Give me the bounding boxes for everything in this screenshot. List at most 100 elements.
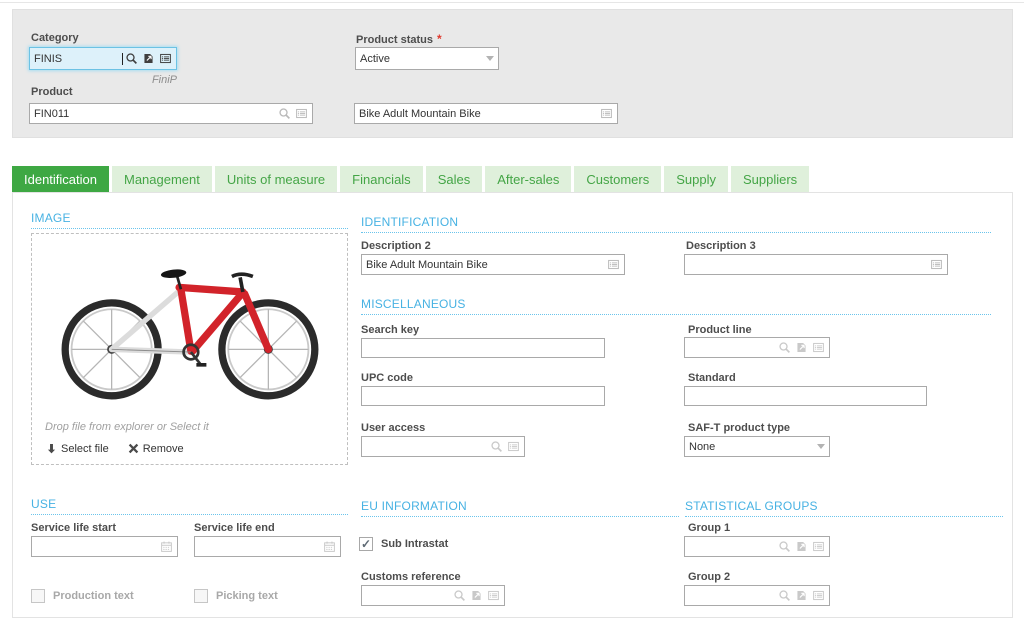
search-icon [778,540,791,553]
group2-input[interactable] [684,585,830,606]
tab-customers[interactable]: Customers [574,166,662,192]
jump-icon [795,341,808,354]
list-icon[interactable] [159,52,172,65]
checkbox-box: ✓ [359,537,373,551]
saft-product-type-value: None [689,440,716,453]
list-icon [930,258,943,271]
check-icon: ✓ [360,537,372,551]
use-section-heading: USE [31,497,348,515]
calendar-icon[interactable] [160,540,173,553]
required-asterisk: * [437,32,442,46]
standard-input[interactable] [684,386,927,406]
product-status-value: Active [360,52,390,65]
description2-value: Bike Adult Mountain Bike [366,258,488,271]
jump-icon [795,589,808,602]
product-description-input[interactable]: Bike Adult Mountain Bike [354,103,618,124]
tab-management[interactable]: Management [112,166,212,192]
production-text-label: Production text [53,590,134,602]
product-label: Product [31,86,73,98]
product-input[interactable]: FIN011 [29,103,313,124]
category-value: FINIS [34,52,63,65]
header-panel: Category FINIS FiniP Product FIN011 Prod… [12,9,1013,138]
category-suggestion: FiniP [151,74,177,86]
saft-product-type-select[interactable]: None [684,436,830,457]
service-life-end-label: Service life end [194,522,275,534]
tab-after-sales[interactable]: After-sales [485,166,572,192]
category-label: Category [31,32,79,44]
sub-intrastat-checkbox[interactable]: ✓ Sub Intrastat [359,537,448,551]
dropzone-hint: Drop file from explorer or Select it [45,421,209,433]
saft-product-type-label: SAF-T product type [688,422,791,434]
jump-icon[interactable] [142,52,155,65]
search-icon [778,341,791,354]
list-icon [507,440,520,453]
upc-code-input[interactable] [361,386,605,406]
identification-tab-content: IMAGE [12,192,1013,618]
image-dropzone[interactable]: Drop file from explorer or Select it Sel… [31,233,348,465]
calendar-icon[interactable] [323,540,336,553]
jump-icon [795,540,808,553]
statistical-groups-section-heading: STATISTICAL GROUPS [685,499,1003,517]
description3-label: Description 3 [686,240,756,252]
tab-financials[interactable]: Financials [340,166,423,192]
category-input[interactable]: FINIS [29,47,177,70]
description3-input[interactable] [684,254,948,275]
search-icon [778,589,791,602]
select-file-label: Select file [61,442,109,455]
sub-intrastat-label: Sub Intrastat [381,538,449,550]
standard-label: Standard [688,372,736,384]
upc-code-label: UPC code [361,372,413,384]
list-icon [295,107,308,120]
tab-units-of-measure[interactable]: Units of measure [214,166,338,192]
customs-reference-input[interactable] [361,585,505,606]
product-description-value: Bike Adult Mountain Bike [359,107,481,120]
tab-sales[interactable]: Sales [425,166,483,192]
service-life-start-label: Service life start [31,522,116,534]
identification-section-heading: IDENTIFICATION [361,215,991,233]
remove-icon [127,442,140,455]
tab-supply[interactable]: Supply [664,166,728,192]
picking-text-label: Picking text [216,590,278,602]
group1-input[interactable] [684,536,830,557]
customs-reference-label: Customs reference [361,571,461,583]
search-key-input[interactable] [361,338,605,358]
list-icon [812,540,825,553]
service-life-start-input[interactable] [31,536,178,557]
chevron-down-icon [486,56,494,61]
list-icon [812,341,825,354]
remove-button[interactable]: Remove [127,442,184,455]
jump-icon [470,589,483,602]
search-icon [453,589,466,602]
product-line-input[interactable] [684,337,830,358]
search-key-label: Search key [361,324,420,336]
list-icon [607,258,620,271]
checkbox-box: ✓ [194,589,208,603]
chevron-down-icon [817,444,825,449]
user-access-label: User access [361,422,426,434]
list-icon [812,589,825,602]
select-file-button[interactable]: Select file [45,442,109,455]
download-icon [45,442,58,455]
checkbox-box: ✓ [31,589,45,603]
product-status-label: Product status * [356,32,442,46]
dropzone-actions: Select file Remove [45,442,184,455]
description2-label: Description 2 [361,240,431,252]
tab-suppliers[interactable]: Suppliers [730,166,810,192]
product-value: FIN011 [34,107,70,120]
tab-bar: Identification Management Units of measu… [12,166,810,192]
service-life-end-input[interactable] [194,536,341,557]
description2-input[interactable]: Bike Adult Mountain Bike [361,254,625,275]
miscellaneous-section-heading: MISCELLANEOUS [361,297,991,315]
search-icon [278,107,291,120]
product-image-bike [61,269,318,400]
eu-information-section-heading: EU INFORMATION [361,499,679,517]
search-icon[interactable] [125,52,138,65]
group2-label: Group 2 [688,571,731,583]
product-status-select[interactable]: Active [355,47,499,70]
search-icon [490,440,503,453]
text-cursor [122,52,123,65]
user-access-input[interactable] [361,436,525,457]
top-divider [0,2,1024,3]
remove-label: Remove [142,442,184,455]
tab-identification[interactable]: Identification [12,166,109,192]
